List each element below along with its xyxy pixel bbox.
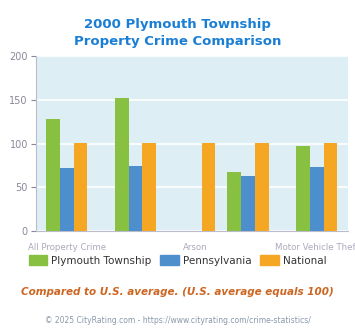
Bar xyxy=(296,146,310,231)
Text: © 2025 CityRating.com - https://www.cityrating.com/crime-statistics/: © 2025 CityRating.com - https://www.city… xyxy=(45,315,310,325)
Bar xyxy=(227,172,241,231)
Text: Motor Vehicle Theft: Motor Vehicle Theft xyxy=(275,243,355,252)
Text: All Property Crime: All Property Crime xyxy=(28,243,106,252)
Text: 2000 Plymouth Township
Property Crime Comparison: 2000 Plymouth Township Property Crime Co… xyxy=(74,18,281,48)
Legend: Plymouth Township, Pennsylvania, National: Plymouth Township, Pennsylvania, Nationa… xyxy=(24,251,331,270)
Bar xyxy=(241,176,255,231)
Bar xyxy=(255,143,268,231)
Bar xyxy=(323,143,337,231)
Bar xyxy=(115,98,129,231)
Text: Arson: Arson xyxy=(182,243,207,252)
Bar xyxy=(142,143,156,231)
Bar xyxy=(60,168,73,231)
Bar xyxy=(310,167,323,231)
Bar xyxy=(202,143,215,231)
Bar xyxy=(73,143,87,231)
Bar xyxy=(129,166,142,231)
Text: Compared to U.S. average. (U.S. average equals 100): Compared to U.S. average. (U.S. average … xyxy=(21,287,334,297)
Bar xyxy=(46,119,60,231)
